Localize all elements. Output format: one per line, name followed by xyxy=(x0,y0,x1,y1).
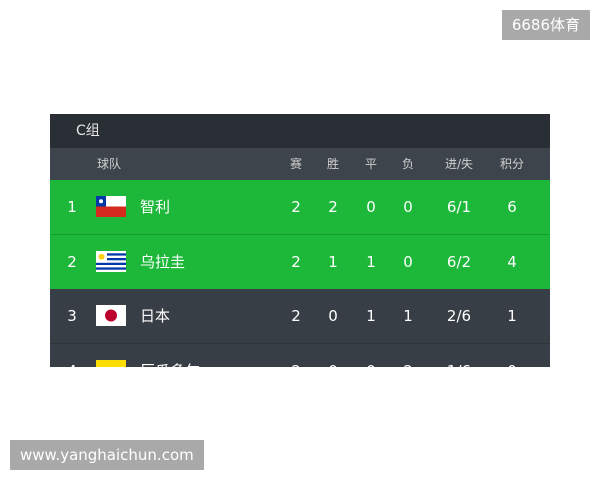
stat: 1 xyxy=(366,307,376,325)
stat: 2 xyxy=(403,344,413,368)
team-name: 厄瓜多尔 xyxy=(140,344,200,368)
stat: 1 xyxy=(507,307,517,325)
column-label: 胜 xyxy=(326,157,340,171)
stat: 0 xyxy=(403,252,413,271)
team-row: 1 智利 2 2 0 0 6/1 6 xyxy=(50,180,550,235)
rank: 3 xyxy=(67,307,77,325)
rank: 2 xyxy=(67,252,77,271)
stat: 2 xyxy=(291,344,301,368)
rank: 4 xyxy=(67,344,77,368)
stat: 6/1 xyxy=(446,198,472,216)
stat: 2/6 xyxy=(446,307,472,325)
column-label: 赛 xyxy=(289,157,303,171)
stat: 2 xyxy=(291,307,301,325)
watermark: 6686体育 xyxy=(501,10,590,40)
team-flag xyxy=(96,196,126,217)
team-row: 3 日本 2 0 1 1 2/6 1 xyxy=(50,289,550,344)
stat: 1/6 xyxy=(447,344,471,368)
group-header: C组 xyxy=(50,114,550,148)
column-header: 球队 赛 胜 平 负 进/失 积分 xyxy=(50,148,550,180)
standings-table: C组 球队 赛 胜 平 负 进/失 积分 1 智利 2 2 0 0 6/1 6 2 乌拉圭 2 1 1 0 6/2 4 3 日… xyxy=(50,114,550,367)
column-label: 平 xyxy=(364,157,378,171)
column-label: 负 xyxy=(401,157,415,171)
stat: 6 xyxy=(507,198,517,216)
team-name: 乌拉圭 xyxy=(140,252,186,271)
stat: 6/2 xyxy=(446,252,472,271)
team-row: 4 厄瓜多尔 2 0 0 2 1/6 0 xyxy=(50,343,550,368)
team-flag xyxy=(96,359,126,367)
stat: 2 xyxy=(328,198,338,216)
group-title: C组 xyxy=(76,123,100,139)
stat: 2 xyxy=(291,198,301,216)
stat: 2 xyxy=(291,252,301,271)
stat: 1 xyxy=(403,307,413,325)
stat: 0 xyxy=(366,198,376,216)
rank: 1 xyxy=(67,198,77,216)
column-label: 进/失 xyxy=(444,157,474,171)
stat: 0 xyxy=(366,344,376,368)
stat: 1 xyxy=(366,252,376,271)
team-name: 日本 xyxy=(140,307,171,325)
stat: 0 xyxy=(507,344,517,368)
stat: 0 xyxy=(403,198,413,216)
stat: 0 xyxy=(328,344,338,368)
stat: 1 xyxy=(328,252,338,271)
column-label: 积分 xyxy=(499,157,525,171)
stat: 0 xyxy=(328,307,338,325)
column-label: 球队 xyxy=(97,157,122,171)
team-flag xyxy=(96,305,126,326)
team-flag xyxy=(96,250,126,272)
watermark: www.yanghaichun.com xyxy=(10,440,204,470)
stat: 4 xyxy=(507,252,517,271)
team-name: 智利 xyxy=(140,198,171,216)
team-row: 2 乌拉圭 2 1 1 0 6/2 4 xyxy=(50,234,550,290)
